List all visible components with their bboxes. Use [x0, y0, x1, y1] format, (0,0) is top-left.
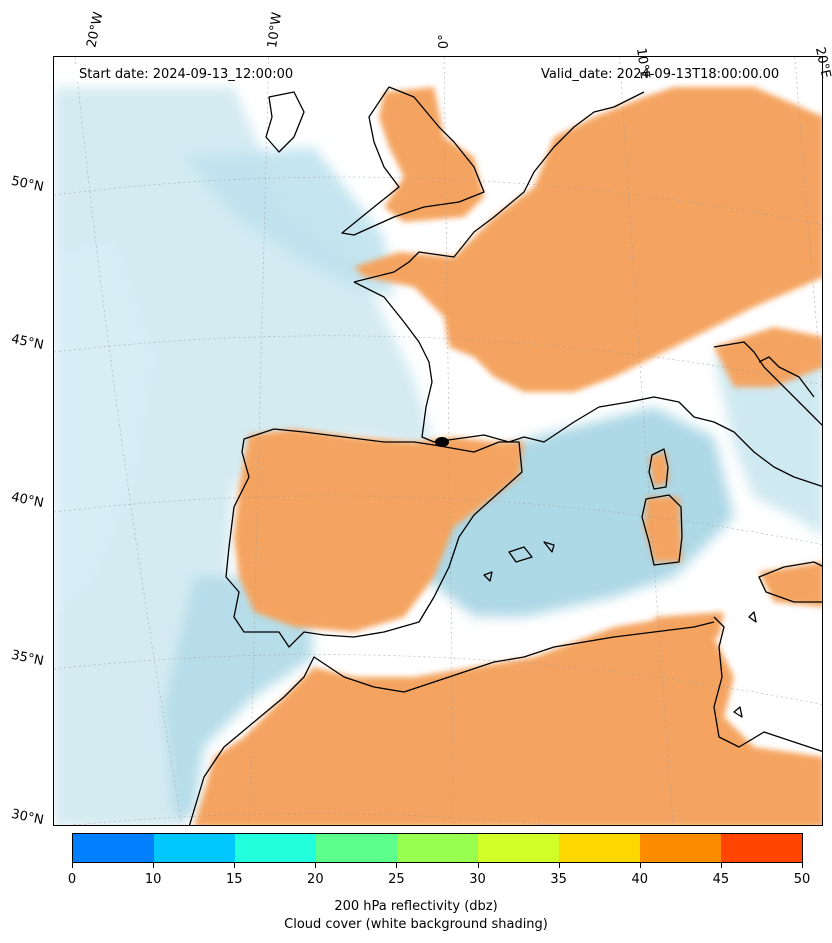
lon-label-10e: 10°E [633, 46, 653, 80]
map-canvas [54, 57, 822, 825]
colorbar-tick-label: 0 [67, 872, 77, 887]
colorbar-segment [478, 834, 559, 862]
lat-label-45n: 45°N [9, 331, 45, 354]
colorbar-tick-mark [558, 863, 560, 868]
colorbar-tick-label: 45 [712, 872, 730, 887]
colorbar-tick-label: 25 [388, 872, 405, 887]
colorbar-segment [397, 834, 478, 862]
colorbar-tick-label: 50 [793, 872, 811, 887]
lat-label-35n: 35°N [9, 647, 45, 670]
colorbar-tick-mark [396, 863, 398, 868]
lon-label-10w: 10°W [265, 11, 285, 49]
colorbar-segment [721, 834, 802, 862]
colorbar-tick-mark [153, 863, 155, 868]
colorbar-tick-label: 30 [469, 872, 486, 887]
map-panel [53, 56, 823, 826]
colorbar-tick-mark [234, 863, 236, 868]
reflectivity-colorbar [72, 833, 803, 863]
colorbar-segment [154, 834, 235, 862]
lat-label-40n: 40°N [9, 489, 45, 512]
colorbar-label-reflectivity: 200 hPa reflectivity (dbz) [334, 899, 498, 914]
colorbar-tick-mark [72, 863, 73, 868]
colorbar-segment [640, 834, 721, 862]
colorbar-tick-mark [315, 863, 317, 868]
lat-label-50n: 50°N [9, 173, 45, 196]
colorbar-tick-label: 20 [307, 872, 324, 887]
colorbar-segment [73, 834, 154, 862]
valid-date-label: Valid_date: 2024-09-13T18:00:00.00 [537, 67, 784, 82]
start-date-label: Start date: 2024-09-13_12:00:00 [75, 67, 298, 82]
coastlines [188, 86, 822, 825]
lat-label-30n: 30°N [9, 806, 45, 829]
station-marker [435, 437, 449, 447]
colorbar-tick-mark [720, 863, 722, 868]
colorbar-segment [235, 834, 316, 862]
graticule [54, 57, 822, 825]
colorbar-tick-label: 15 [225, 872, 243, 887]
colorbar-tick-mark [477, 863, 479, 868]
colorbar-segment [559, 834, 640, 862]
colorbar-label-cloud-cover: Cloud cover (white background shading) [284, 917, 548, 932]
colorbar-tick-mark [802, 863, 803, 868]
lon-label-0: 0° [437, 34, 452, 49]
colorbar-segment [316, 834, 397, 862]
colorbar-tick-label: 35 [550, 872, 567, 887]
colorbar-tick-label: 40 [631, 872, 649, 887]
lon-label-20w: 20°W [84, 10, 107, 49]
colorbar-tick-label: 10 [144, 872, 162, 887]
colorbar-tick-mark [639, 863, 641, 868]
